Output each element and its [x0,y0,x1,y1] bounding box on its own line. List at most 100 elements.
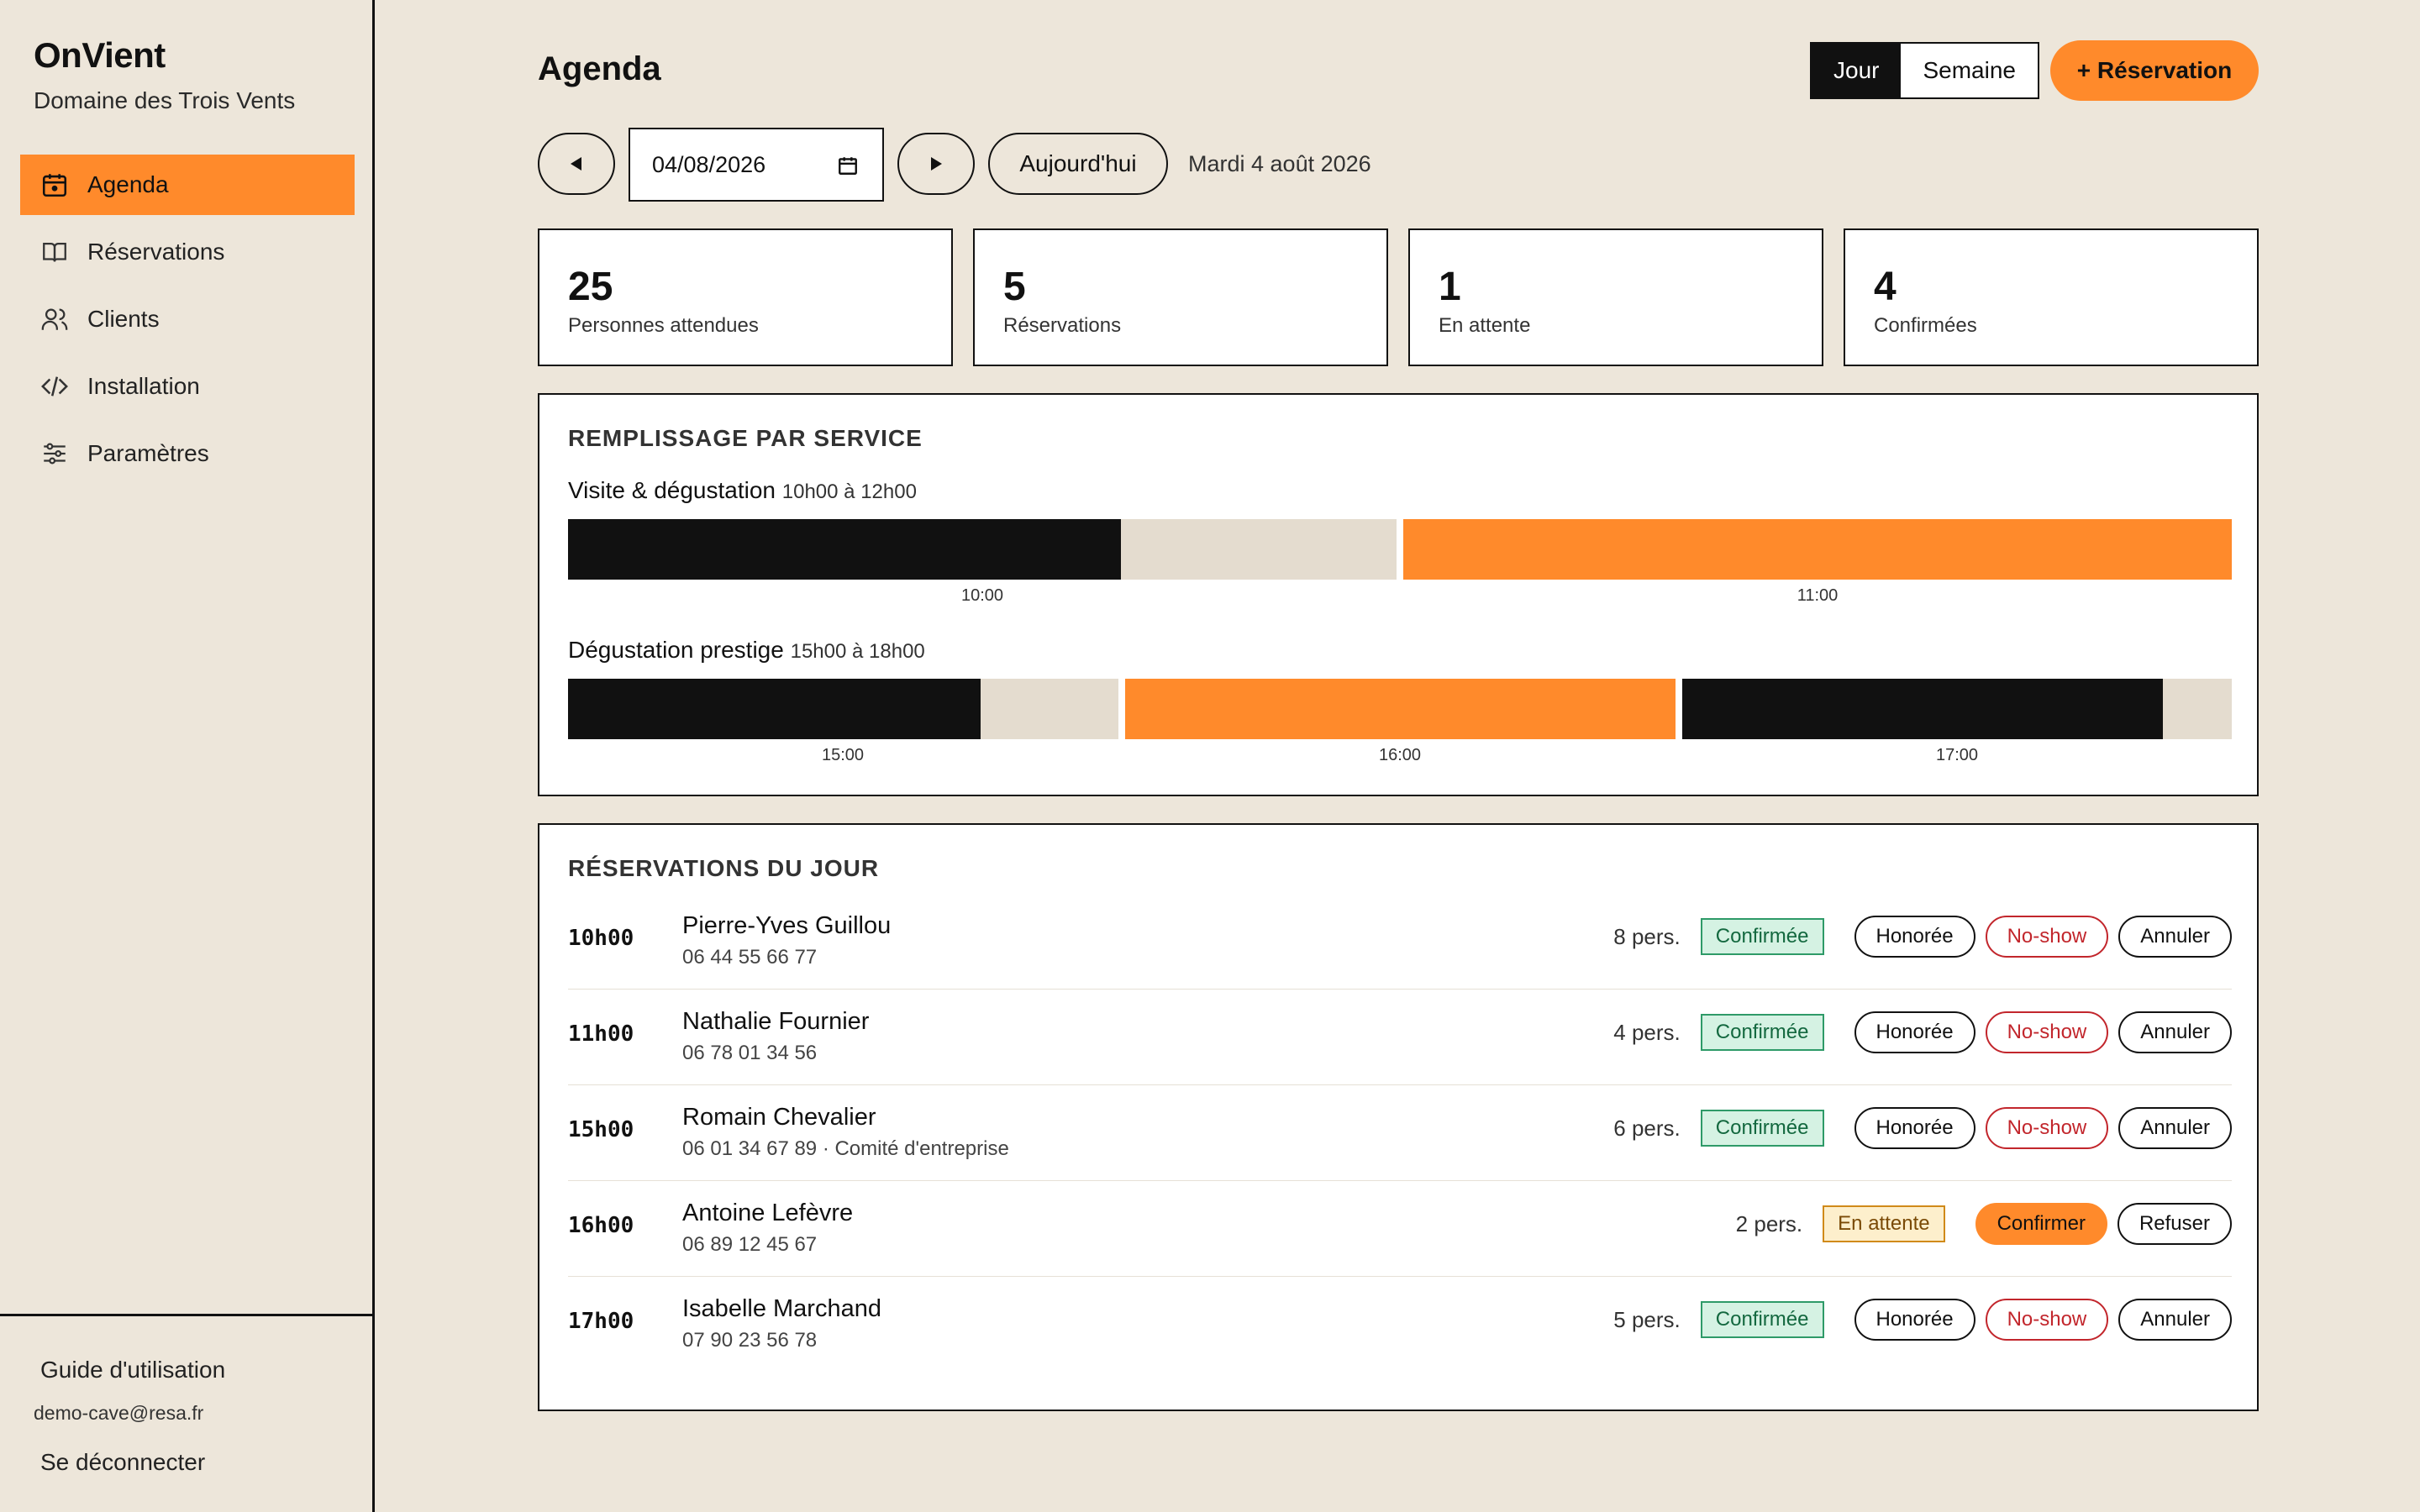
honored-button[interactable]: Honorée [1854,1011,1975,1053]
party-size: 5 pers. [1613,1306,1681,1332]
new-reservation-button[interactable]: + Réservation [2050,40,2259,101]
stat-card-pending: 1 En attente [1408,228,1823,366]
cancel-button[interactable]: Annuler [2118,916,2232,958]
reservation-name[interactable]: Romain Chevalier [682,1104,876,1131]
slot-fill [568,679,981,739]
slot-fill [568,519,1121,580]
view-day-button[interactable]: Jour [1812,44,1902,97]
service-name: Dégustation prestige 15h00 à 18h00 [568,637,925,664]
stat-value: 1 [1439,265,1461,309]
reservation-actions: 6 pers. Confirmée Honorée No-show Annuler [1613,1107,2232,1149]
time-slot[interactable] [568,679,1118,739]
slot-tick-label: 10:00 [960,586,1004,605]
triangle-left-icon [571,157,581,171]
reservation-name[interactable]: Pierre-Yves Guillou [682,912,892,939]
reservation-name[interactable]: Antoine Lefèvre [682,1200,854,1226]
reservation-row: 11h00 Nathalie Fournier 06 78 01 34 56 4 pe… [568,990,2232,1085]
sidebar-item-label: Réservations [87,239,225,265]
view-toggle: Jour Semaine [1810,42,2039,99]
brand-subtitle: Domaine des Trois Vents [34,87,296,113]
sidebar-nav: Agenda Réservations Clients Installation… [20,155,355,491]
cancel-button[interactable]: Annuler [2118,1107,2232,1149]
stat-label: Réservations [1003,314,1122,337]
no-show-button[interactable]: No-show [1985,1107,2109,1149]
view-week-button[interactable]: Semaine [1901,44,2038,97]
reservation-row: 15h00 Romain Chevalier 06 01 34 67 89 · Co… [568,1085,2232,1181]
confirm-button[interactable]: Confirmer [1975,1203,2107,1245]
stat-card-persons: 25 Personnes attendues [538,228,953,366]
reservation-phone: 06 01 34 67 89 · Comité d'entreprise [682,1137,1009,1160]
status-badge: Confirmée [1700,1014,1824,1051]
reservation-phone: 06 44 55 66 77 [682,946,818,969]
date-field-value: 04/08/2026 [652,151,766,177]
cancel-button[interactable]: Annuler [2118,1299,2232,1341]
reservation-time: 15h00 [568,1117,634,1142]
code-icon [41,376,68,396]
brand-name: OnVient [34,35,166,75]
reservation-phone: 06 89 12 45 67 [682,1233,818,1256]
stat-card-reservations: 5 Réservations [973,228,1388,366]
sidebar: OnVient Domaine des Trois Vents Agenda R… [0,0,375,1512]
party-size: 8 pers. [1613,923,1681,949]
stat-label: Personnes attendues [568,314,759,337]
party-size: 2 pers. [1735,1210,1803,1236]
reservation-time: 10h00 [568,926,634,951]
slot-fill [1125,679,1676,739]
time-slot[interactable] [568,519,1397,580]
time-slot[interactable] [1682,679,2232,739]
service-name-label: Visite & dégustation [568,477,776,503]
next-day-button[interactable] [897,133,975,195]
status-badge: Confirmée [1700,1301,1824,1338]
calendar-icon[interactable] [837,155,859,176]
users-icon [41,308,68,330]
previous-day-button[interactable] [538,133,615,195]
slot-tick-label: 16:00 [1378,746,1422,764]
no-show-button[interactable]: No-show [1985,1299,2109,1341]
logout-link[interactable]: Se déconnecter [40,1449,206,1475]
sidebar-item-installation[interactable]: Installation [20,356,355,417]
stat-value: 25 [568,265,613,309]
refuse-button[interactable]: Refuser [2117,1203,2232,1245]
triangle-right-icon [931,157,942,171]
reservation-name[interactable]: Isabelle Marchand [682,1295,881,1322]
reservation-phone: 06 78 01 34 56 [682,1042,818,1064]
occupancy-panel: REMPLISSAGE PAR SERVICE Visite & dégusta… [538,393,2259,796]
cancel-button[interactable]: Annuler [2118,1011,2232,1053]
time-slot[interactable] [1403,519,2232,580]
sidebar-item-agenda[interactable]: Agenda [20,155,355,215]
service-hours: 15h00 à 18h00 [790,640,925,663]
sidebar-item-clients[interactable]: Clients [20,289,355,349]
calendar-icon [42,174,67,197]
no-show-button[interactable]: No-show [1985,1011,2109,1053]
current-date-label: Mardi 4 août 2026 [1188,151,1371,176]
reservation-name[interactable]: Nathalie Fournier [682,1008,870,1035]
reservation-actions: 4 pers. Confirmée Honorée No-show Annuler [1613,1011,2232,1053]
reservation-time: 17h00 [568,1309,634,1334]
slot-fill [1682,679,2164,739]
status-badge: En attente [1823,1205,1945,1242]
sidebar-item-parametres[interactable]: Paramètres [20,423,355,484]
date-field[interactable]: 04/08/2026 [629,128,884,202]
occupancy-title: REMPLISSAGE PAR SERVICE [568,425,923,451]
sidebar-item-label: Agenda [87,171,169,197]
reservation-time: 11h00 [568,1021,634,1047]
stat-label: En attente [1439,314,1531,337]
honored-button[interactable]: Honorée [1854,1299,1975,1341]
no-show-button[interactable]: No-show [1985,916,2109,958]
reservation-phone: 07 90 23 56 78 [682,1329,818,1352]
honored-button[interactable]: Honorée [1854,1107,1975,1149]
sliders-icon [44,443,66,465]
reservation-row: 16h00 Antoine Lefèvre 06 89 12 45 67 2 pers… [568,1181,2232,1277]
service-slot-bar [568,679,2232,739]
honored-button[interactable]: Honorée [1854,916,1975,958]
stat-card-confirmed: 4 Confirmées [1844,228,2259,366]
time-slot[interactable] [1125,679,1676,739]
user-guide-link[interactable]: Guide d'utilisation [40,1357,226,1383]
sidebar-item-reservations[interactable]: Réservations [20,222,355,282]
today-button[interactable]: Aujourd'hui [988,133,1168,195]
sidebar-item-label: Installation [87,373,200,399]
party-size: 4 pers. [1613,1019,1681,1045]
sidebar-item-label: Paramètres [87,440,209,466]
reservation-actions: 8 pers. Confirmée Honorée No-show Annuler [1613,916,2232,958]
sidebar-item-label: Clients [87,306,160,332]
